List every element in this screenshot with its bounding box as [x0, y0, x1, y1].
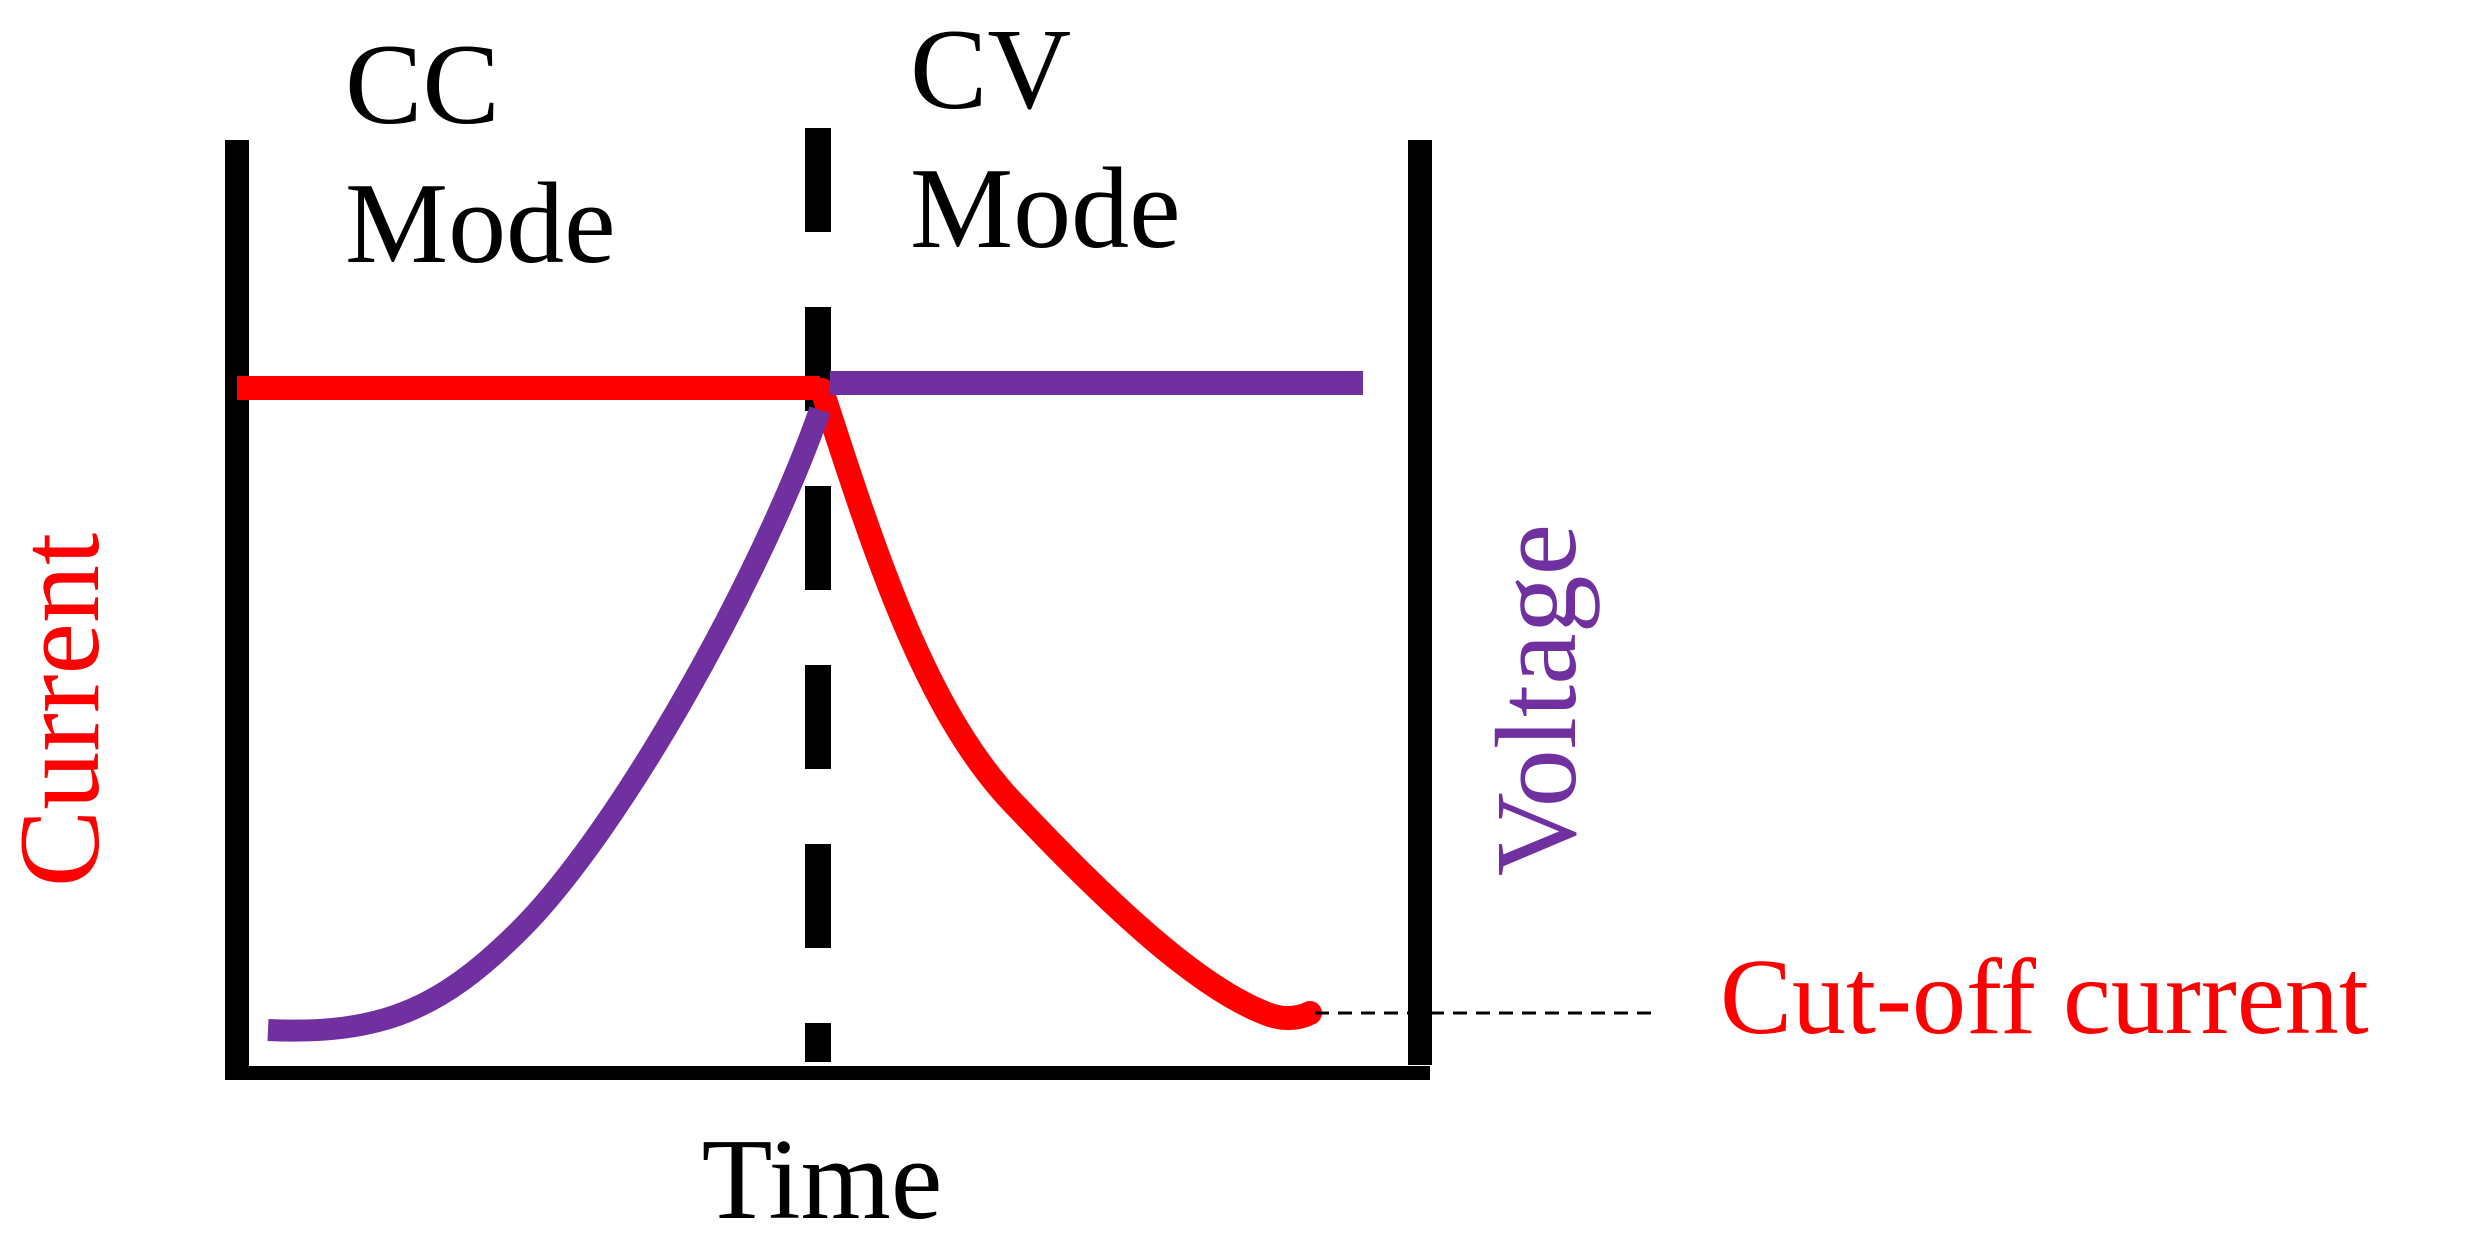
cv-mode-label-line1: CV: [910, 6, 1071, 134]
current-axis-label: Current: [0, 533, 124, 887]
cc-mode-label-line2: Mode: [345, 160, 616, 288]
voltage-axis-label: Voltage: [1473, 524, 1601, 876]
time-axis-label: Time: [702, 1116, 943, 1243]
cc-mode-label-line1: CC: [345, 21, 500, 149]
voltage-rise-curve: [267, 406, 831, 1042]
cutoff-current-label: Cut-off current: [1720, 938, 2369, 1057]
cv-mode-label-line2: Mode: [910, 145, 1181, 273]
current-decay-curve: [810, 378, 1322, 1030]
